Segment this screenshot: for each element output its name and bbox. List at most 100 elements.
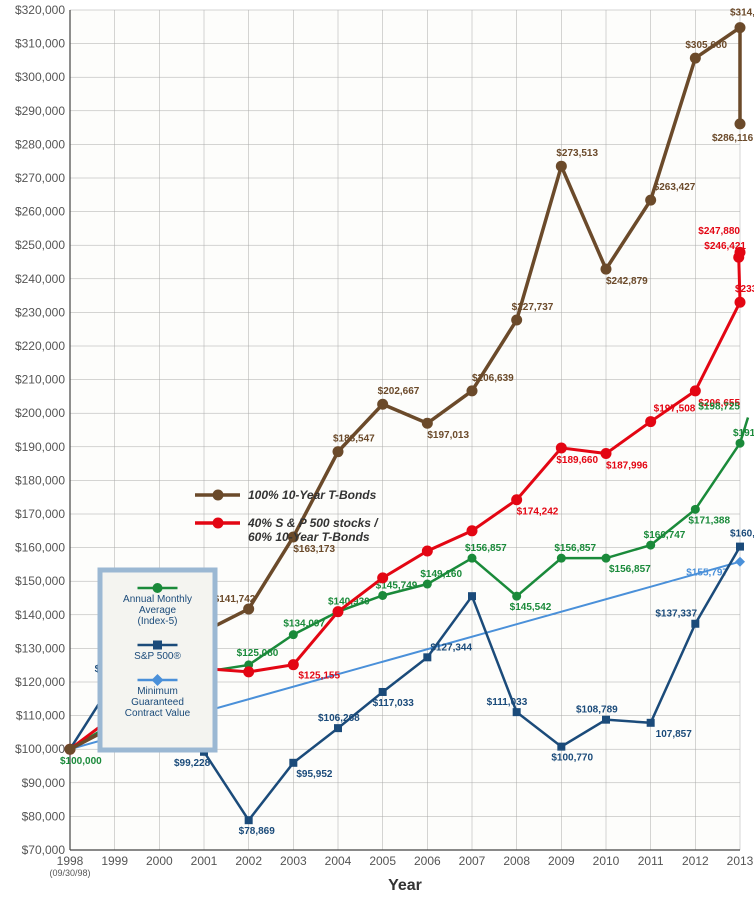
y-tick-label: $150,000 [15,574,65,588]
marker-sp500 [468,592,476,600]
marker-sp500 [513,708,521,716]
y-tick-label: $270,000 [15,171,65,185]
legend-box-label: Annual Monthly [123,594,192,605]
data-label-annual-avg: $149,160 [420,569,462,580]
marker-annual-avg [468,554,477,563]
legend-box-label: Guaranteed [131,697,184,708]
data-label-tbonds: $242,879 [606,276,648,287]
marker-tbonds [690,53,701,64]
marker-tbonds [422,418,433,429]
marker-tbonds [65,744,76,755]
data-label-annual-avg: $145,542 [510,602,552,613]
y-tick-label: $190,000 [15,440,65,454]
data-label-annual-avg: $134,097 [283,619,325,630]
y-tick-label: $170,000 [15,507,65,521]
data-label-tbonds: $163,173 [293,544,335,555]
legend-label: 100% 10-Year T-Bonds [248,488,377,502]
legend-box-label: (Index-5) [137,616,177,627]
legend-marker [213,490,224,501]
data-label-sp500: $106,268 [318,713,360,724]
marker-tbonds [467,385,478,396]
data-label-sp500: 107,857 [656,729,693,740]
marker-tbonds [601,264,612,275]
data-label-blend: $197,508 [654,404,696,415]
legend-box-label: S&P 500® [134,651,181,662]
legend-box-label: Minimum [137,686,178,697]
x-tick-label: 2011 [638,854,664,868]
data-label-annual-avg: $125,080 [237,648,279,659]
marker-sp500 [557,743,565,751]
marker-annual-avg [512,592,521,601]
y-tick-label: $220,000 [15,339,65,353]
legend-box-label: Contract Value [125,708,191,719]
extra-label: $198,725 [698,401,740,412]
data-label-sp500: $108,789 [576,705,618,716]
y-tick-label: $80,000 [22,809,66,823]
y-tick-label: $100,000 [15,742,65,756]
legend-box: Annual MonthlyAverage(Index-5) S&P 500® Mi… [100,570,215,750]
marker-blend [690,385,701,396]
data-label-tbonds: $263,427 [654,182,696,193]
data-label-tbonds: $286,116 [712,133,754,144]
x-tick-label: 1999 [101,854,128,868]
marker-tbonds [645,195,656,206]
x-tick-label: 2002 [235,854,262,868]
marker-sp500 [736,543,744,551]
y-tick-label: $210,000 [15,373,65,387]
marker-blend [511,494,522,505]
marker-tbonds [333,446,344,457]
data-label-blend: $174,242 [517,507,559,518]
x-tick-label: 2001 [191,854,218,868]
marker-sp500 [289,759,297,767]
y-tick-label: $250,000 [15,238,65,252]
legend-box-label: Average [139,605,177,616]
data-label-sp500: $111,033 [487,697,528,708]
data-label-annual-avg: $156,857 [609,564,651,575]
x-axis-footnote: (09/30/98) [49,868,90,878]
marker-annual-avg [378,591,387,600]
data-label-sp500: $99,228 [174,758,211,769]
y-tick-label: $320,000 [15,3,65,17]
marker-tbonds [243,603,254,614]
y-tick-label: $300,000 [15,70,65,84]
data-label-sp500: $95,952 [296,769,333,780]
data-label-blend: $189,660 [556,455,598,466]
data-label-tbonds: $305,680 [685,40,727,51]
x-tick-label: 2010 [593,854,620,868]
data-label-tbonds: $141,742 [214,594,256,605]
extra-label: $246,421 [704,241,746,252]
extra-label: $247,880 [698,226,740,237]
data-label-sp500: $127,344 [430,642,472,653]
marker-blend [288,659,299,670]
data-label-tbonds: $273,513 [556,148,598,159]
marker-blend [467,525,478,536]
data-label-tbonds: $227,737 [512,302,554,313]
data-label-tbonds: $202,667 [378,386,420,397]
marker-sp500 [379,688,387,696]
y-tick-label: $160,000 [15,541,65,555]
data-label-blend: $233,034 [735,284,754,295]
x-tick-label: 2003 [280,854,307,868]
data-label-sp500: $117,033 [373,698,415,709]
data-label-tbonds: $206,639 [472,373,514,384]
x-tick-label: 2008 [503,854,530,868]
data-label-blend: $187,996 [606,461,648,472]
marker-tbonds [735,118,746,129]
marker-tbonds [556,161,567,172]
y-tick-label: $240,000 [15,272,65,286]
y-tick-label: $310,000 [15,37,65,51]
marker-sp500 [245,816,253,824]
data-label-sp500: $78,869 [239,826,276,837]
y-tick-label: $290,000 [15,104,65,118]
data-label-sp500: $137,337 [655,609,697,620]
marker-annual-avg [646,541,655,550]
marker-blend [377,572,388,583]
x-axis-title: Year [388,877,422,894]
data-label-tbonds: $188,547 [333,434,375,445]
marker-blend [601,448,612,459]
marker-sp500 [691,620,699,628]
x-tick-label: 2006 [414,854,441,868]
marker-annual-avg [289,630,298,639]
y-tick-label: $110,000 [16,709,65,723]
x-tick-label: 1998 [57,854,84,868]
